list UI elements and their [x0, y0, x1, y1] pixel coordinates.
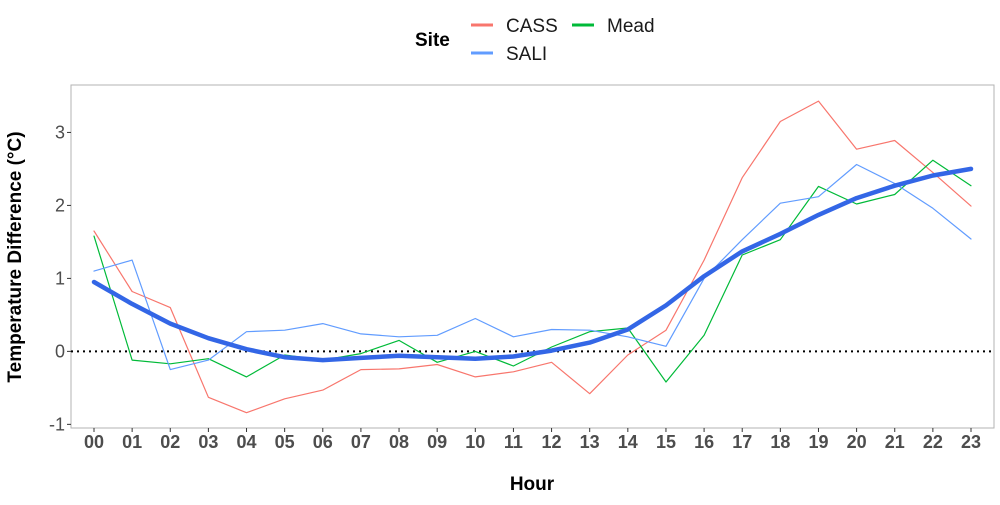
x-tick-label: 18: [770, 432, 790, 452]
x-tick-label: 04: [237, 432, 257, 452]
series-line-mead: [93, 159, 972, 383]
x-tick-label: 09: [427, 432, 447, 452]
y-tick-label: 1: [55, 268, 65, 288]
x-tick-label: 08: [389, 432, 409, 452]
x-tick-label: 02: [160, 432, 180, 452]
y-axis-ticks: -1 0 1 2 3: [49, 122, 71, 434]
x-tick-label: 20: [847, 432, 867, 452]
x-tick-label: 10: [465, 432, 485, 452]
y-axis-title: Temperature Difference (°C): [5, 131, 26, 382]
plot-panel: [70, 84, 995, 429]
x-axis-title: Hour: [510, 474, 555, 495]
x-axis-ticks: 00 01 02 03 04 05 06 07 08 09 10 11 12 13 14 15 16 17 18 19…: [84, 428, 981, 452]
x-tick-label: 07: [351, 432, 371, 452]
legend-title: Site: [415, 30, 450, 51]
x-tick-label: 05: [275, 432, 295, 452]
x-tick-label: 19: [808, 432, 828, 452]
x-tick-label: 21: [885, 432, 905, 452]
x-tick-label: 03: [198, 432, 218, 452]
x-tick-label: 12: [542, 432, 562, 452]
x-tick-label: 17: [732, 432, 752, 452]
legend-items: CASS Mead SALI: [471, 16, 655, 65]
x-tick-label: 01: [122, 432, 142, 452]
y-tick-label: 3: [55, 122, 65, 142]
legend-item-cass: CASS: [471, 16, 558, 37]
y-tick-label: -1: [49, 414, 65, 434]
legend: Site CASS Mead SALI: [415, 16, 655, 65]
legend-label: CASS: [506, 16, 558, 37]
legend-label: Mead: [607, 16, 655, 37]
x-tick-label: 15: [656, 432, 676, 452]
legend-item-mead: Mead: [572, 16, 655, 37]
series-line-sali: [93, 163, 972, 371]
x-tick-label: 22: [923, 432, 943, 452]
x-tick-label: 16: [694, 432, 714, 452]
series-layer: [91, 100, 974, 414]
trend-line: [91, 166, 974, 363]
y-tick-label: 2: [55, 195, 65, 215]
series-line-cass: [93, 100, 972, 414]
x-tick-label: 13: [580, 432, 600, 452]
x-tick-label: 00: [84, 432, 104, 452]
legend-label: SALI: [506, 44, 547, 65]
x-tick-label: 06: [313, 432, 333, 452]
x-tick-label: 11: [504, 432, 523, 452]
legend-item-sali: SALI: [471, 44, 547, 65]
x-tick-label: 14: [618, 432, 638, 452]
x-tick-label: 23: [961, 432, 981, 452]
y-tick-label: 0: [55, 341, 65, 361]
